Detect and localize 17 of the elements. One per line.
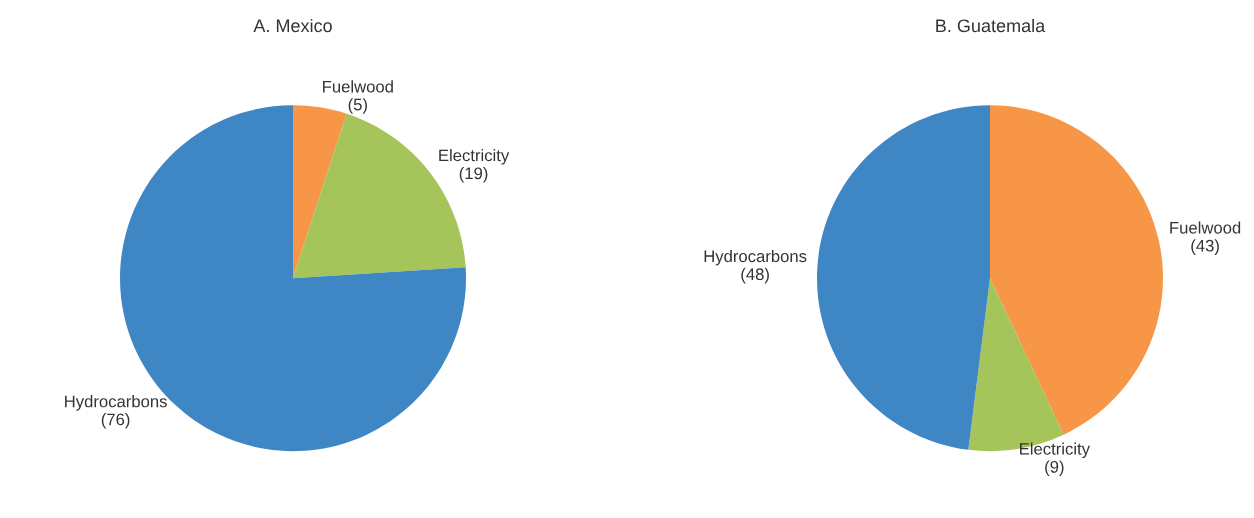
slice-label: Fuelwood xyxy=(1170,221,1241,234)
data-label: (43) xyxy=(1191,239,1219,255)
data-label: (9) xyxy=(1045,460,1064,477)
slice-label: Hydrocarbons xyxy=(704,249,807,266)
data-label: (48) xyxy=(741,267,769,284)
pie-slice xyxy=(817,105,990,450)
data-label: (5) xyxy=(348,98,367,114)
chart-title: A. Mexico xyxy=(253,18,332,33)
slice-label: Electricity xyxy=(439,149,510,165)
chart-title: B. Guatemala xyxy=(936,18,1046,33)
pie-slice xyxy=(293,105,347,279)
slice-label: Fuelwood xyxy=(323,80,393,93)
slice-label: Hydrocarbons xyxy=(65,395,167,411)
data-label: (19) xyxy=(459,166,488,183)
slice-label: Electricity xyxy=(1020,442,1090,459)
pie-slice xyxy=(990,105,1163,435)
data-label: (76) xyxy=(101,413,130,429)
